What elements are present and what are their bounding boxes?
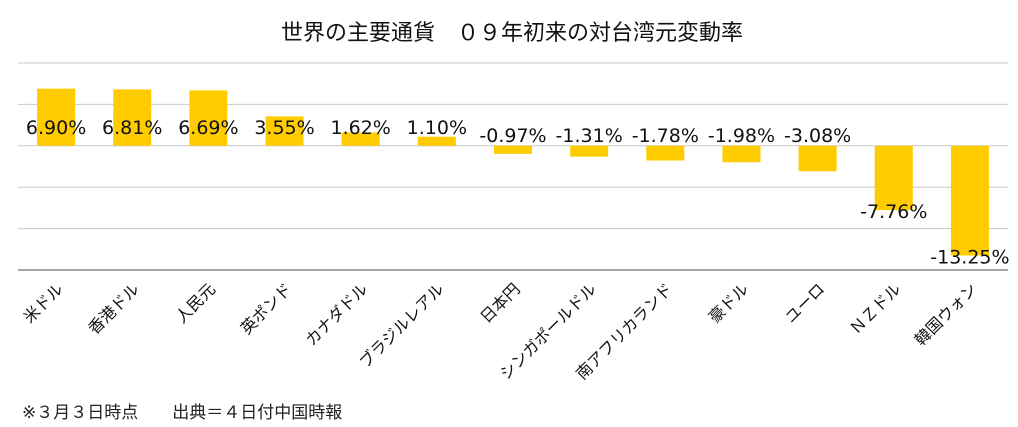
data-label: -7.76%	[860, 201, 927, 223]
bar	[570, 145, 609, 157]
bar	[341, 132, 380, 146]
data-label: -3.08%	[784, 125, 851, 147]
data-label: -1.98%	[708, 125, 775, 147]
category-label: 韓国ウォン	[911, 279, 981, 349]
data-label: 1.62%	[331, 117, 391, 139]
bar	[494, 145, 532, 154]
bar	[189, 90, 228, 146]
data-label: -13.25%	[930, 247, 1009, 269]
category-label: 米ドル	[20, 279, 67, 326]
bar	[874, 145, 913, 211]
bar	[722, 145, 761, 163]
data-label: -1.31%	[556, 125, 623, 147]
bar	[37, 88, 76, 146]
bar	[113, 89, 152, 146]
bar	[417, 136, 456, 146]
category-label: 人民元	[172, 279, 219, 326]
data-label: 6.81%	[102, 117, 162, 139]
bar	[646, 145, 685, 161]
category-label: ＮＺドル	[846, 279, 905, 338]
data-labels: 6.90% 6.81% 6.69% 3.55% 1.62% 1.10% -0.97% -1.3…	[26, 117, 1010, 269]
category-label: 日本円	[476, 279, 523, 326]
category-label: 豪ドル	[705, 279, 752, 326]
bar	[950, 145, 989, 256]
chart-title: 世界の主要通貨 ０９年初来の対台湾元変動率	[281, 21, 743, 46]
category-label: 香港ドル	[84, 279, 143, 338]
data-label: -1.78%	[632, 125, 699, 147]
category-label: カナダドル	[302, 279, 372, 349]
data-label: 1.10%	[407, 117, 467, 139]
bar	[798, 145, 837, 172]
category-label: 英ポンド	[237, 279, 296, 338]
bar	[265, 116, 304, 146]
data-label: -0.97%	[479, 125, 546, 147]
bars	[37, 88, 989, 256]
footnote: ※３月３日時点 出典＝４日付中国時報	[22, 403, 343, 423]
data-label: 3.55%	[254, 117, 314, 139]
grid-lines	[18, 62, 1008, 271]
data-label: 6.90%	[26, 117, 86, 139]
category-label: ユーロ	[781, 279, 828, 326]
data-label: 6.69%	[178, 117, 238, 139]
